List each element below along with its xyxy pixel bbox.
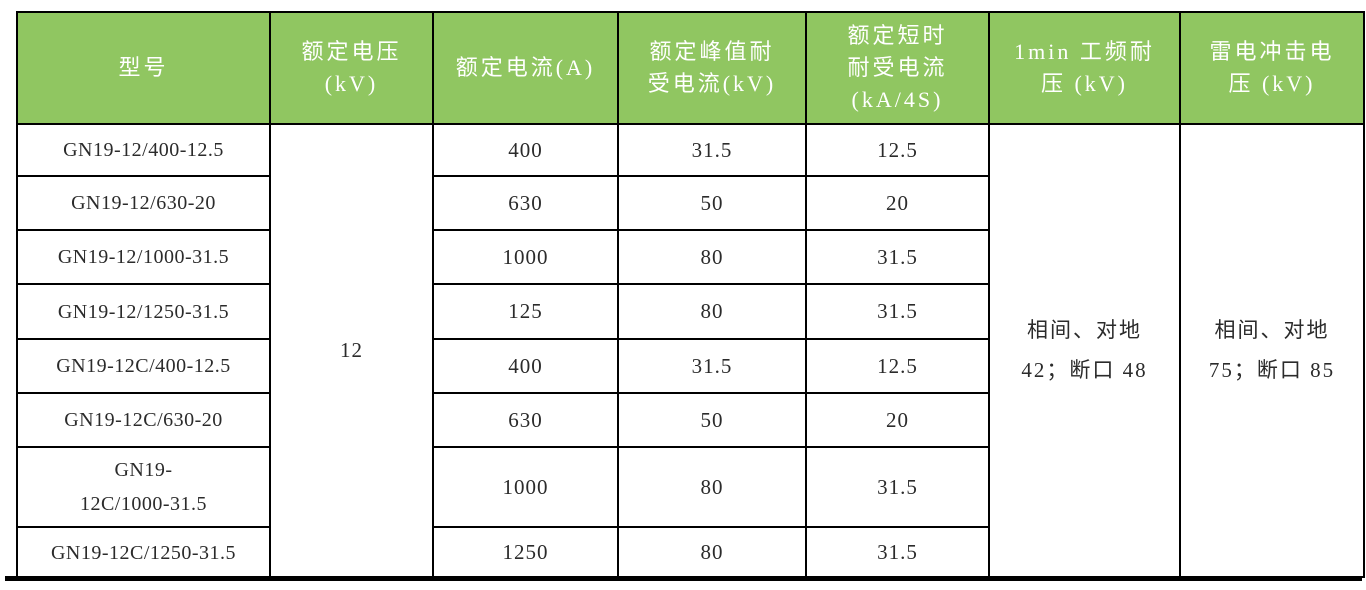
cell-model: GN19-12/1250-31.5 (16, 283, 271, 340)
cell-peak: 80 (617, 526, 807, 577)
cell-model: GN19-12C/630-20 (16, 392, 271, 448)
cell-peak: 50 (617, 175, 807, 231)
bottom-rule (5, 576, 1362, 581)
cell-current: 1000 (432, 229, 619, 285)
cell-short-time: 20 (805, 392, 990, 448)
cell-current: 1000 (432, 446, 619, 528)
cell-short-time: 20 (805, 175, 990, 231)
table-row: GN19-12/1250-31.5 125 80 31.5 (16, 283, 1364, 340)
cell-peak: 31.5 (617, 338, 807, 394)
cell-current: 630 (432, 392, 619, 448)
cell-short-time: 31.5 (805, 229, 990, 285)
cell-model: GN19-12C/400-12.5 (16, 338, 271, 394)
header-model: 型号 (16, 11, 271, 125)
cell-current: 1250 (432, 526, 619, 577)
header-rated-current: 额定电流(A) (432, 11, 619, 125)
cell-peak: 50 (617, 392, 807, 448)
header-short-time-withstand-current: 额定短时 耐受电流 (kA/4S) (805, 11, 990, 125)
cell-short-time: 31.5 (805, 446, 990, 528)
cell-current: 400 (432, 123, 619, 177)
table-row: GN19-12/400-12.5 12 400 31.5 12.5 相间、对地 … (16, 123, 1365, 578)
header-lightning-impulse-voltage: 雷电冲击电 压 (kV) (1179, 11, 1365, 125)
table-row: GN19-12C/1250-31.5 1250 80 31.5 (16, 526, 1364, 577)
cell-model: GN19- 12C/1000-31.5 (16, 446, 271, 528)
cell-short-time: 12.5 (805, 123, 990, 177)
cell-short-time: 31.5 (805, 283, 990, 340)
header-row: 型号 额定电压 (kV) 额定电流(A) 额定峰值耐 受电流(kV) 额定短时 … (16, 11, 1365, 125)
cell-short-time: 31.5 (805, 526, 990, 577)
table-row: GN19- 12C/1000-31.5 1000 80 31.5 (16, 446, 1364, 528)
header-power-freq-withstand-voltage: 1min 工频耐 压 (kV) (988, 11, 1181, 125)
cell-model: GN19-12/630-20 (16, 175, 271, 231)
table-row: GN19-12C/400-12.5 400 31.5 12.5 (16, 338, 1364, 394)
cell-rated-voltage-merged: 12 (269, 123, 434, 578)
spec-table: 型号 额定电压 (kV) 额定电流(A) 额定峰值耐 受电流(kV) 额定短时 … (16, 11, 1365, 578)
cell-current: 630 (432, 175, 619, 231)
cell-short-time: 12.5 (805, 338, 990, 394)
cell-model: GN19-12/400-12.5 (16, 123, 271, 177)
cell-current: 125 (432, 283, 619, 340)
header-peak-withstand-current: 额定峰值耐 受电流(kV) (617, 11, 807, 125)
cell-model: GN19-12/1000-31.5 (16, 229, 271, 285)
table-row: GN19-12/1000-31.5 1000 80 31.5 (16, 229, 1364, 285)
cell-model: GN19-12C/1250-31.5 (16, 526, 271, 577)
cell-lightning-impulse-merged: 相间、对地 75；断口 85 (1179, 123, 1365, 578)
cell-peak: 31.5 (617, 123, 807, 177)
header-rated-voltage: 额定电压 (kV) (269, 11, 434, 125)
cell-peak: 80 (617, 446, 807, 528)
cell-current: 400 (432, 338, 619, 394)
cell-power-freq-merged: 相间、对地 42；断口 48 (988, 123, 1181, 578)
cell-peak: 80 (617, 283, 807, 340)
table-row: GN19-12/630-20 630 50 20 (16, 175, 1364, 231)
table-row: GN19-12C/630-20 630 50 20 (16, 392, 1364, 448)
cell-peak: 80 (617, 229, 807, 285)
